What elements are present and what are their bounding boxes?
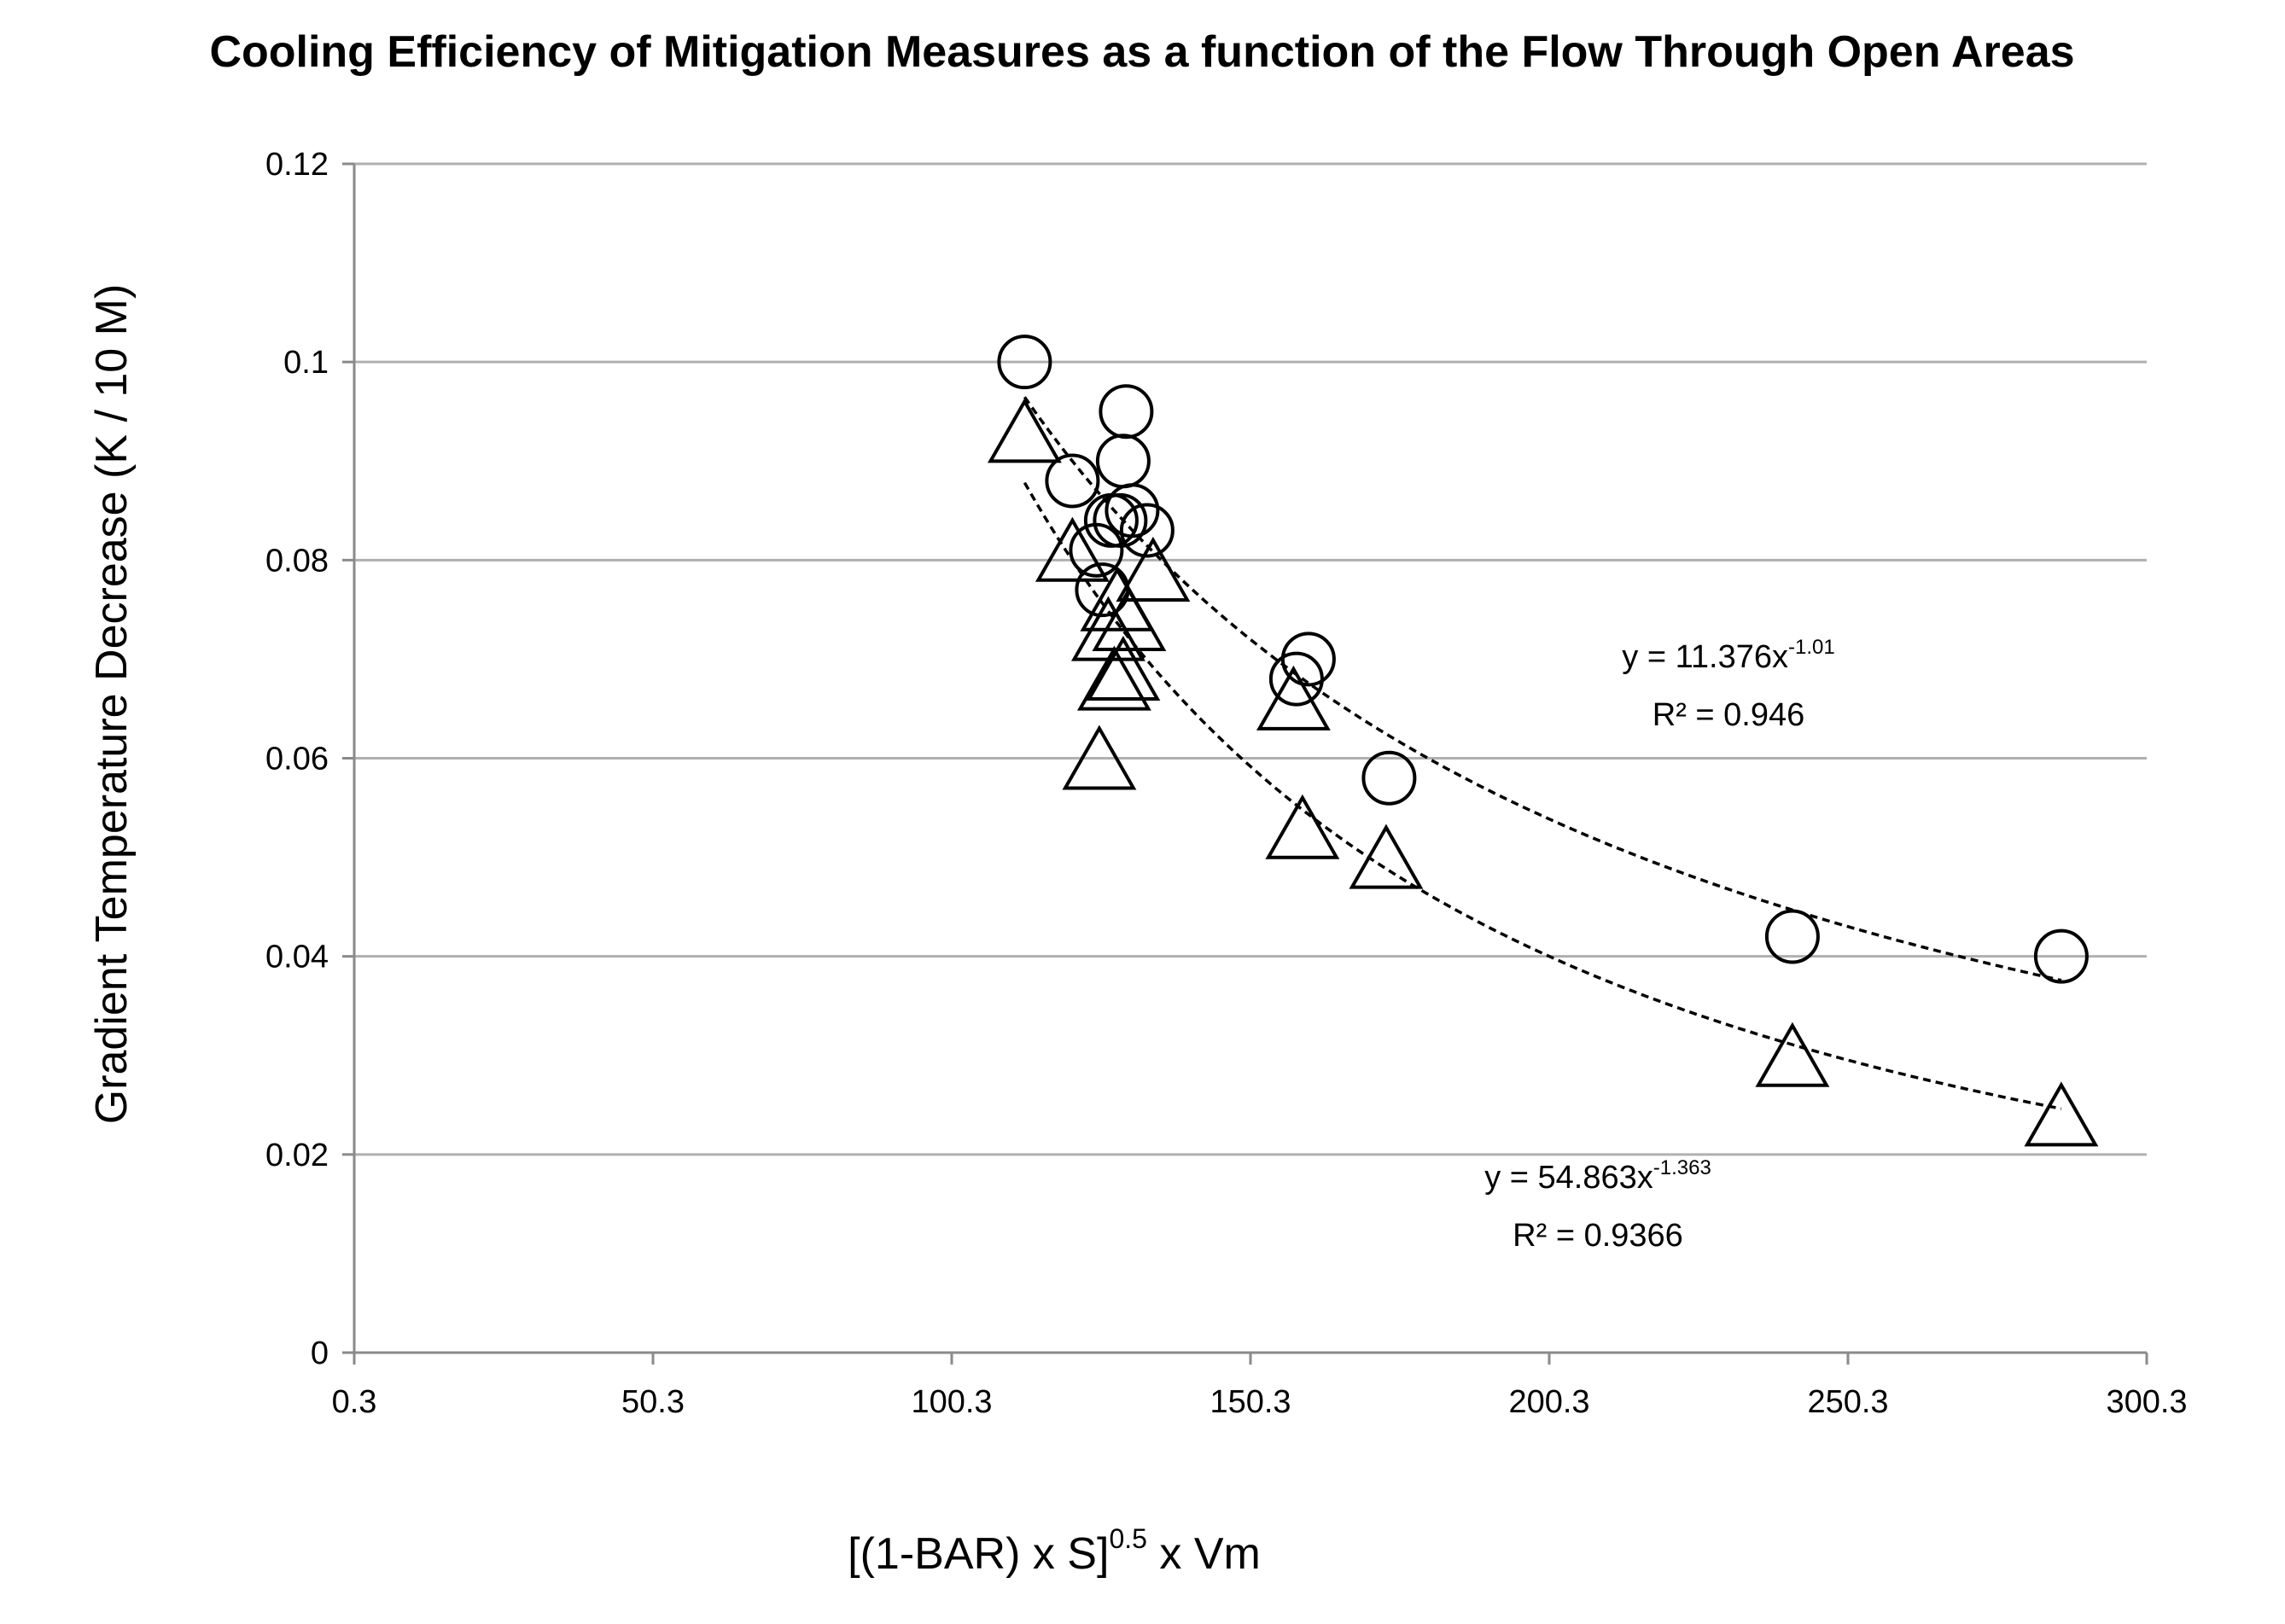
x-axis-label-suffix: x Vm <box>1147 1529 1261 1579</box>
trendline-triangles <box>1023 481 2062 1110</box>
trendlines <box>1023 396 2062 1110</box>
y-tick-label: 0.04 <box>265 940 329 975</box>
y-tick-label: 0.12 <box>265 147 329 183</box>
x-tick-label: 200.3 <box>1508 1384 1589 1420</box>
data-point-circle <box>1045 453 1100 509</box>
trendline-equation-circles: y = 11.376x-1.01 <box>1622 636 1834 675</box>
x-tick-label: 50.3 <box>621 1384 685 1420</box>
data-point-circle <box>997 335 1052 390</box>
x-tick-label: 0.3 <box>332 1384 377 1420</box>
y-tick-label: 0.08 <box>265 543 329 579</box>
data-point-circle <box>1764 909 1820 964</box>
x-axis-label: [(1-BAR) x S]0.5 x Vm <box>848 1523 1261 1579</box>
trendline-equation-circles-base: y = 11.376x <box>1622 639 1788 675</box>
trendline-r2-triangles: R² = 0.9366 <box>1513 1218 1683 1254</box>
data-point-triangle <box>2024 1081 2099 1147</box>
trendline-equation-triangles-base: y = 54.863x <box>1484 1160 1653 1196</box>
data-point-circle <box>1105 483 1160 538</box>
trendline-equation-circles-exponent: -1.01 <box>1788 636 1835 659</box>
data-point-circle <box>2033 928 2089 984</box>
y-tick-label: 0 <box>311 1336 329 1371</box>
data-point-circle <box>1095 434 1151 489</box>
chart-title: Cooling Efficiency of Mitigation Measure… <box>209 27 2074 77</box>
trendline-equation-triangles-exponent: -1.363 <box>1653 1156 1711 1179</box>
data-point-triangle <box>1755 1022 1830 1087</box>
data-point-triangle <box>1035 516 1110 582</box>
data-point-triangle <box>1062 725 1137 790</box>
data-point-circle <box>1093 492 1148 548</box>
y-tick-label: 0.06 <box>265 742 329 777</box>
data-point-triangle <box>987 398 1062 463</box>
data-point-triangle <box>1086 635 1161 701</box>
data-point-circle <box>1099 384 1154 439</box>
data-point-triangle <box>1256 665 1331 731</box>
axes <box>342 162 2148 1365</box>
x-axis-label-exponent: 0.5 <box>1109 1523 1146 1554</box>
trendline-equation-triangles: y = 54.863x-1.363 <box>1484 1156 1711 1196</box>
data-point-circle <box>1280 632 1336 687</box>
x-tick-label: 250.3 <box>1807 1384 1888 1420</box>
data-points <box>987 335 2099 1147</box>
x-axis-label-base: [(1-BAR) x S] <box>848 1529 1109 1579</box>
y-axis-label: Gradient Temperature Decrease (K / 10 M) <box>87 284 137 1125</box>
x-tick-label: 100.3 <box>911 1384 992 1420</box>
data-point-circle <box>1119 503 1175 558</box>
data-point-triangle <box>1076 645 1151 711</box>
data-point-triangle <box>1349 824 1424 889</box>
trendline-r2-circles: R² = 0.946 <box>1653 697 1805 733</box>
data-point-triangle <box>1265 794 1340 859</box>
trendline-circles <box>1023 396 2062 982</box>
data-point-circle <box>1361 750 1417 806</box>
tick-labels: 0 0.02 0.04 0.06 0.08 0.1 0.12 0.3 50.3 100.3 150.… <box>265 147 2188 1420</box>
data-point-triangle <box>1116 536 1191 602</box>
grid-lines <box>354 162 2147 1156</box>
x-tick-label: 150.3 <box>1210 1384 1291 1420</box>
data-point-triangle <box>1092 585 1167 651</box>
y-tick-label: 0.02 <box>265 1138 329 1173</box>
x-tick-label: 300.3 <box>2106 1384 2187 1420</box>
y-tick-label: 0.1 <box>283 345 329 381</box>
